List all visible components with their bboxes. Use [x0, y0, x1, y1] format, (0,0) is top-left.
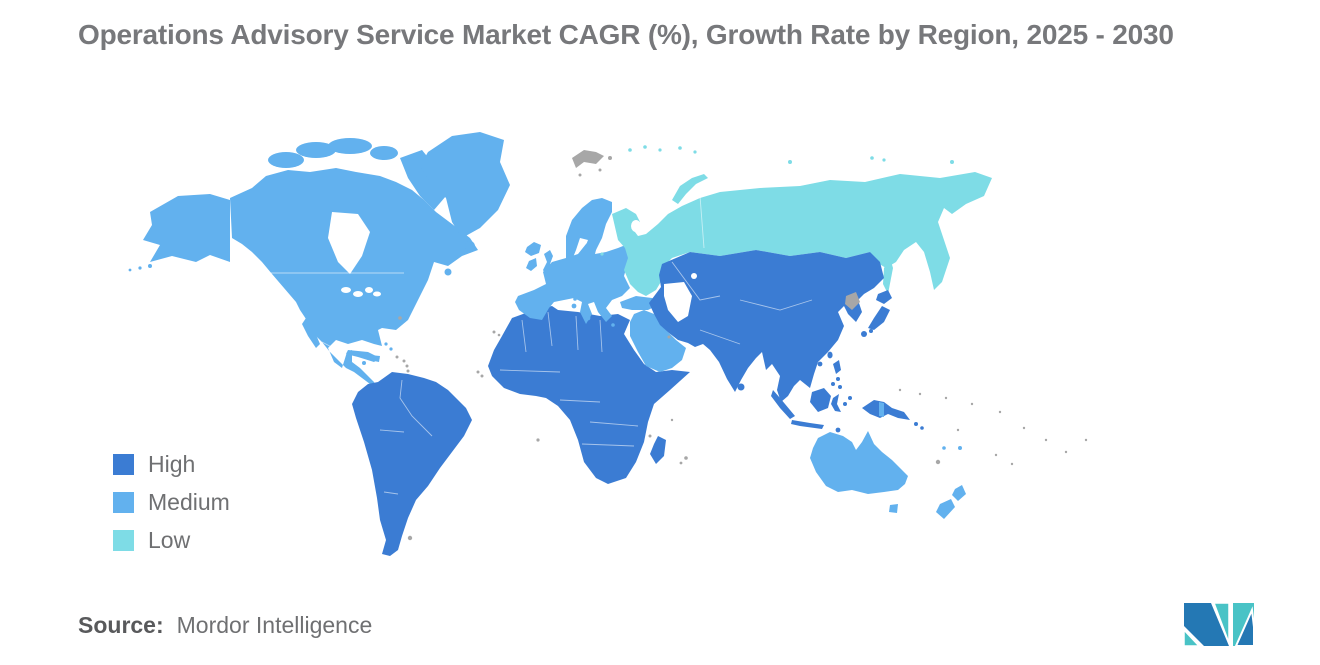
legend-label-medium: Medium [148, 489, 230, 515]
qatar-dot [667, 335, 671, 339]
south-america-shape [352, 372, 472, 556]
source-line: Source: Mordor Intelligence [78, 612, 372, 639]
australia-shape [810, 431, 908, 494]
russia-shape [612, 172, 992, 296]
sumatra-shape [771, 390, 795, 419]
asia-mainland-shape [649, 250, 884, 402]
logo-m-stroke [1184, 603, 1229, 646]
region-asia-high [649, 250, 884, 402]
region-north-america [128, 138, 478, 386]
sakhalin-shape [883, 258, 893, 294]
kaliningrad-dot [600, 252, 604, 256]
hokkaido-shape [876, 290, 892, 304]
legend-swatch-low [113, 530, 134, 551]
bermuda-dot [398, 316, 402, 320]
timor-dot [835, 427, 841, 433]
corsica-dot [573, 297, 577, 301]
novaya-zemlya-shape [672, 174, 708, 204]
new-guinea-border-sliver [879, 402, 884, 417]
region-greenland [420, 132, 510, 238]
legend: High Medium Low [113, 451, 230, 568]
borneo-shape [810, 388, 831, 412]
new-guinea-shape [862, 400, 910, 420]
scandinavia-shape [566, 198, 612, 260]
jamaica-shape [362, 361, 366, 365]
tasmania-shape [889, 504, 898, 513]
source-value: Mordor Intelligence [176, 612, 373, 638]
aral-sea [691, 273, 697, 279]
honshu-shape [868, 306, 890, 330]
alaska-shape [143, 194, 230, 262]
baffin-island-shape [400, 150, 446, 210]
sicily-dot [585, 315, 591, 321]
madagascar-shape [650, 436, 666, 464]
europe-mainland-shape [515, 238, 632, 324]
new-caledonia-dot [935, 459, 941, 465]
nova-scotia-shape [444, 268, 452, 276]
mainland-shape [230, 168, 478, 386]
north-korea-shape [845, 292, 860, 310]
legend-swatch-medium [113, 492, 134, 513]
chart-title: Operations Advisory Service Market CAGR … [78, 19, 1174, 50]
hudson-bay [328, 212, 370, 274]
region-south-america [352, 372, 540, 556]
hispaniola-shape [369, 355, 380, 362]
region-southeast-asia-islands [771, 388, 924, 433]
region-europe [515, 198, 638, 327]
nz-south-island-shape [936, 499, 955, 519]
legend-item-high: High [113, 451, 230, 477]
java-shape [791, 420, 824, 429]
logo-teal-bottom-left [1184, 628, 1201, 647]
caspian-sea [664, 282, 692, 322]
crete-dot [611, 323, 615, 327]
pacific-islands-specks [898, 388, 1088, 466]
turkey-shape [620, 296, 660, 310]
vanuatu-dot [942, 446, 946, 450]
africa-shape [488, 306, 690, 484]
taiwan-dot [827, 351, 833, 359]
region-africa [476, 306, 690, 484]
sulawesi-shape [831, 394, 841, 412]
region-russia [612, 145, 992, 296]
legend-swatch-high [113, 454, 134, 475]
sardinia-dot [571, 303, 577, 309]
ireland-shape [526, 258, 537, 271]
kyushu-dot [861, 331, 867, 337]
falkland-dot [407, 535, 413, 541]
region-australia-nz [810, 431, 966, 519]
logo-n-stroke [1234, 606, 1254, 647]
region-caribbean [346, 316, 410, 373]
legend-item-low: Low [113, 527, 230, 553]
fiji-dot [958, 446, 962, 450]
source-label: Source: [78, 612, 164, 638]
region-svalbard [572, 150, 612, 177]
hainan-dot [817, 361, 823, 367]
newfoundland-shape [465, 241, 475, 251]
arabia-levant-shape [630, 310, 686, 372]
white-sea [631, 220, 641, 232]
shikoku-dot [869, 329, 873, 333]
region-east-asia-islands [817, 290, 892, 389]
luzon-shape [833, 360, 841, 374]
sri-lanka-dot [737, 383, 745, 391]
great-britain-shape [543, 250, 553, 277]
legend-item-medium: Medium [113, 489, 230, 515]
logo-teal-top-right [1213, 603, 1230, 644]
nz-north-island-shape [952, 485, 966, 501]
iceland-shape [525, 242, 541, 256]
region-middle-east [620, 296, 686, 372]
baja-california-shape [302, 318, 320, 348]
legend-label-low: Low [148, 527, 191, 553]
mordor-intelligence-logo [1184, 603, 1254, 647]
legend-label-high: High [148, 451, 196, 477]
